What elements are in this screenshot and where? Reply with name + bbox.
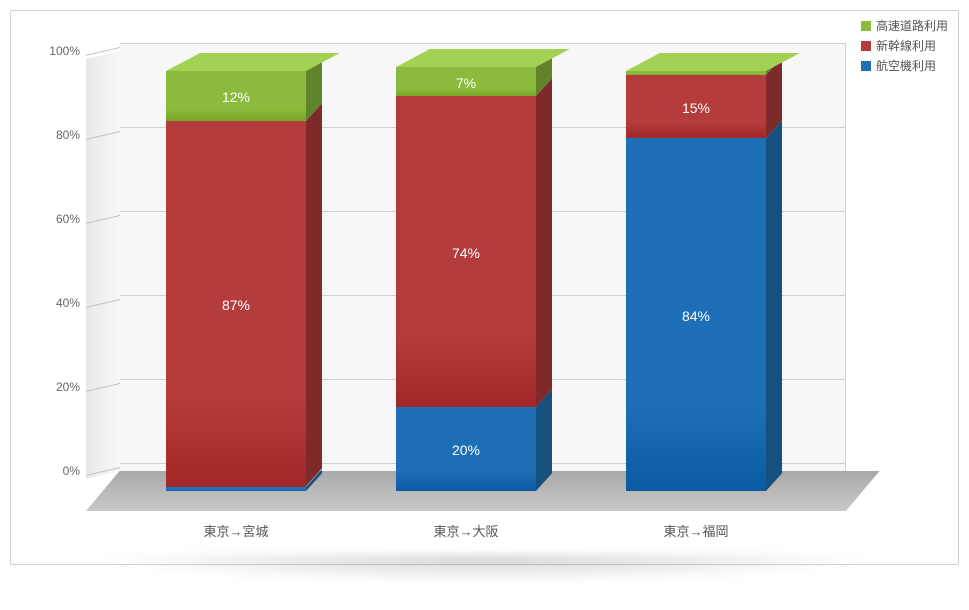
legend-item-shinkansen: 新幹線利用 [861,37,948,54]
bar-segment-highway [626,71,766,75]
bar-value-label: 20% [452,442,480,458]
legend-swatch-highway [861,21,871,31]
bar-value-label: 74% [452,245,480,261]
chart-container: 高速道路利用 新幹線利用 航空機利用 0%20%40%60%80%100% 1%… [10,10,959,565]
x-axis-label: 東京→大阪 [433,521,498,540]
y-axis-label: 60% [56,212,80,226]
legend: 高速道路利用 新幹線利用 航空機利用 [861,17,948,77]
drop-shadow [20,555,949,600]
legend-item-highway: 高速道路利用 [861,17,948,34]
side-wall [86,51,120,479]
y-axis-label: 80% [56,128,80,142]
legend-swatch-shinkansen [861,41,871,51]
bar-value-label: 7% [456,75,476,91]
bar-side-airplane [766,120,782,491]
bar-value-label: 87% [222,297,250,313]
x-axis-label: 東京→福岡 [663,521,728,540]
y-axis-label: 20% [56,380,80,394]
bar-side-airplane [536,389,552,491]
y-axis-label: 40% [56,296,80,310]
bar-side-shinkansen [306,104,322,487]
y-axis-label: 100% [49,44,80,58]
plot-area: 0%20%40%60%80%100% 1%87%12%20%74%7%84%15… [86,51,846,511]
gridline [120,43,846,44]
y-axis-label: 0% [63,464,80,478]
bar-value-label: 12% [222,89,250,105]
legend-swatch-airplane [861,61,871,71]
legend-label-shinkansen: 新幹線利用 [876,37,936,54]
bar-value-label: 84% [682,308,710,324]
legend-label-highway: 高速道路利用 [876,17,948,34]
legend-item-airplane: 航空機利用 [861,57,948,74]
x-axis-label: 東京→宮城 [203,521,268,540]
legend-label-airplane: 航空機利用 [876,57,936,74]
bar-value-label: 15% [682,100,710,116]
bar-segment-airplane [166,487,306,491]
bar-side-shinkansen [536,78,552,407]
